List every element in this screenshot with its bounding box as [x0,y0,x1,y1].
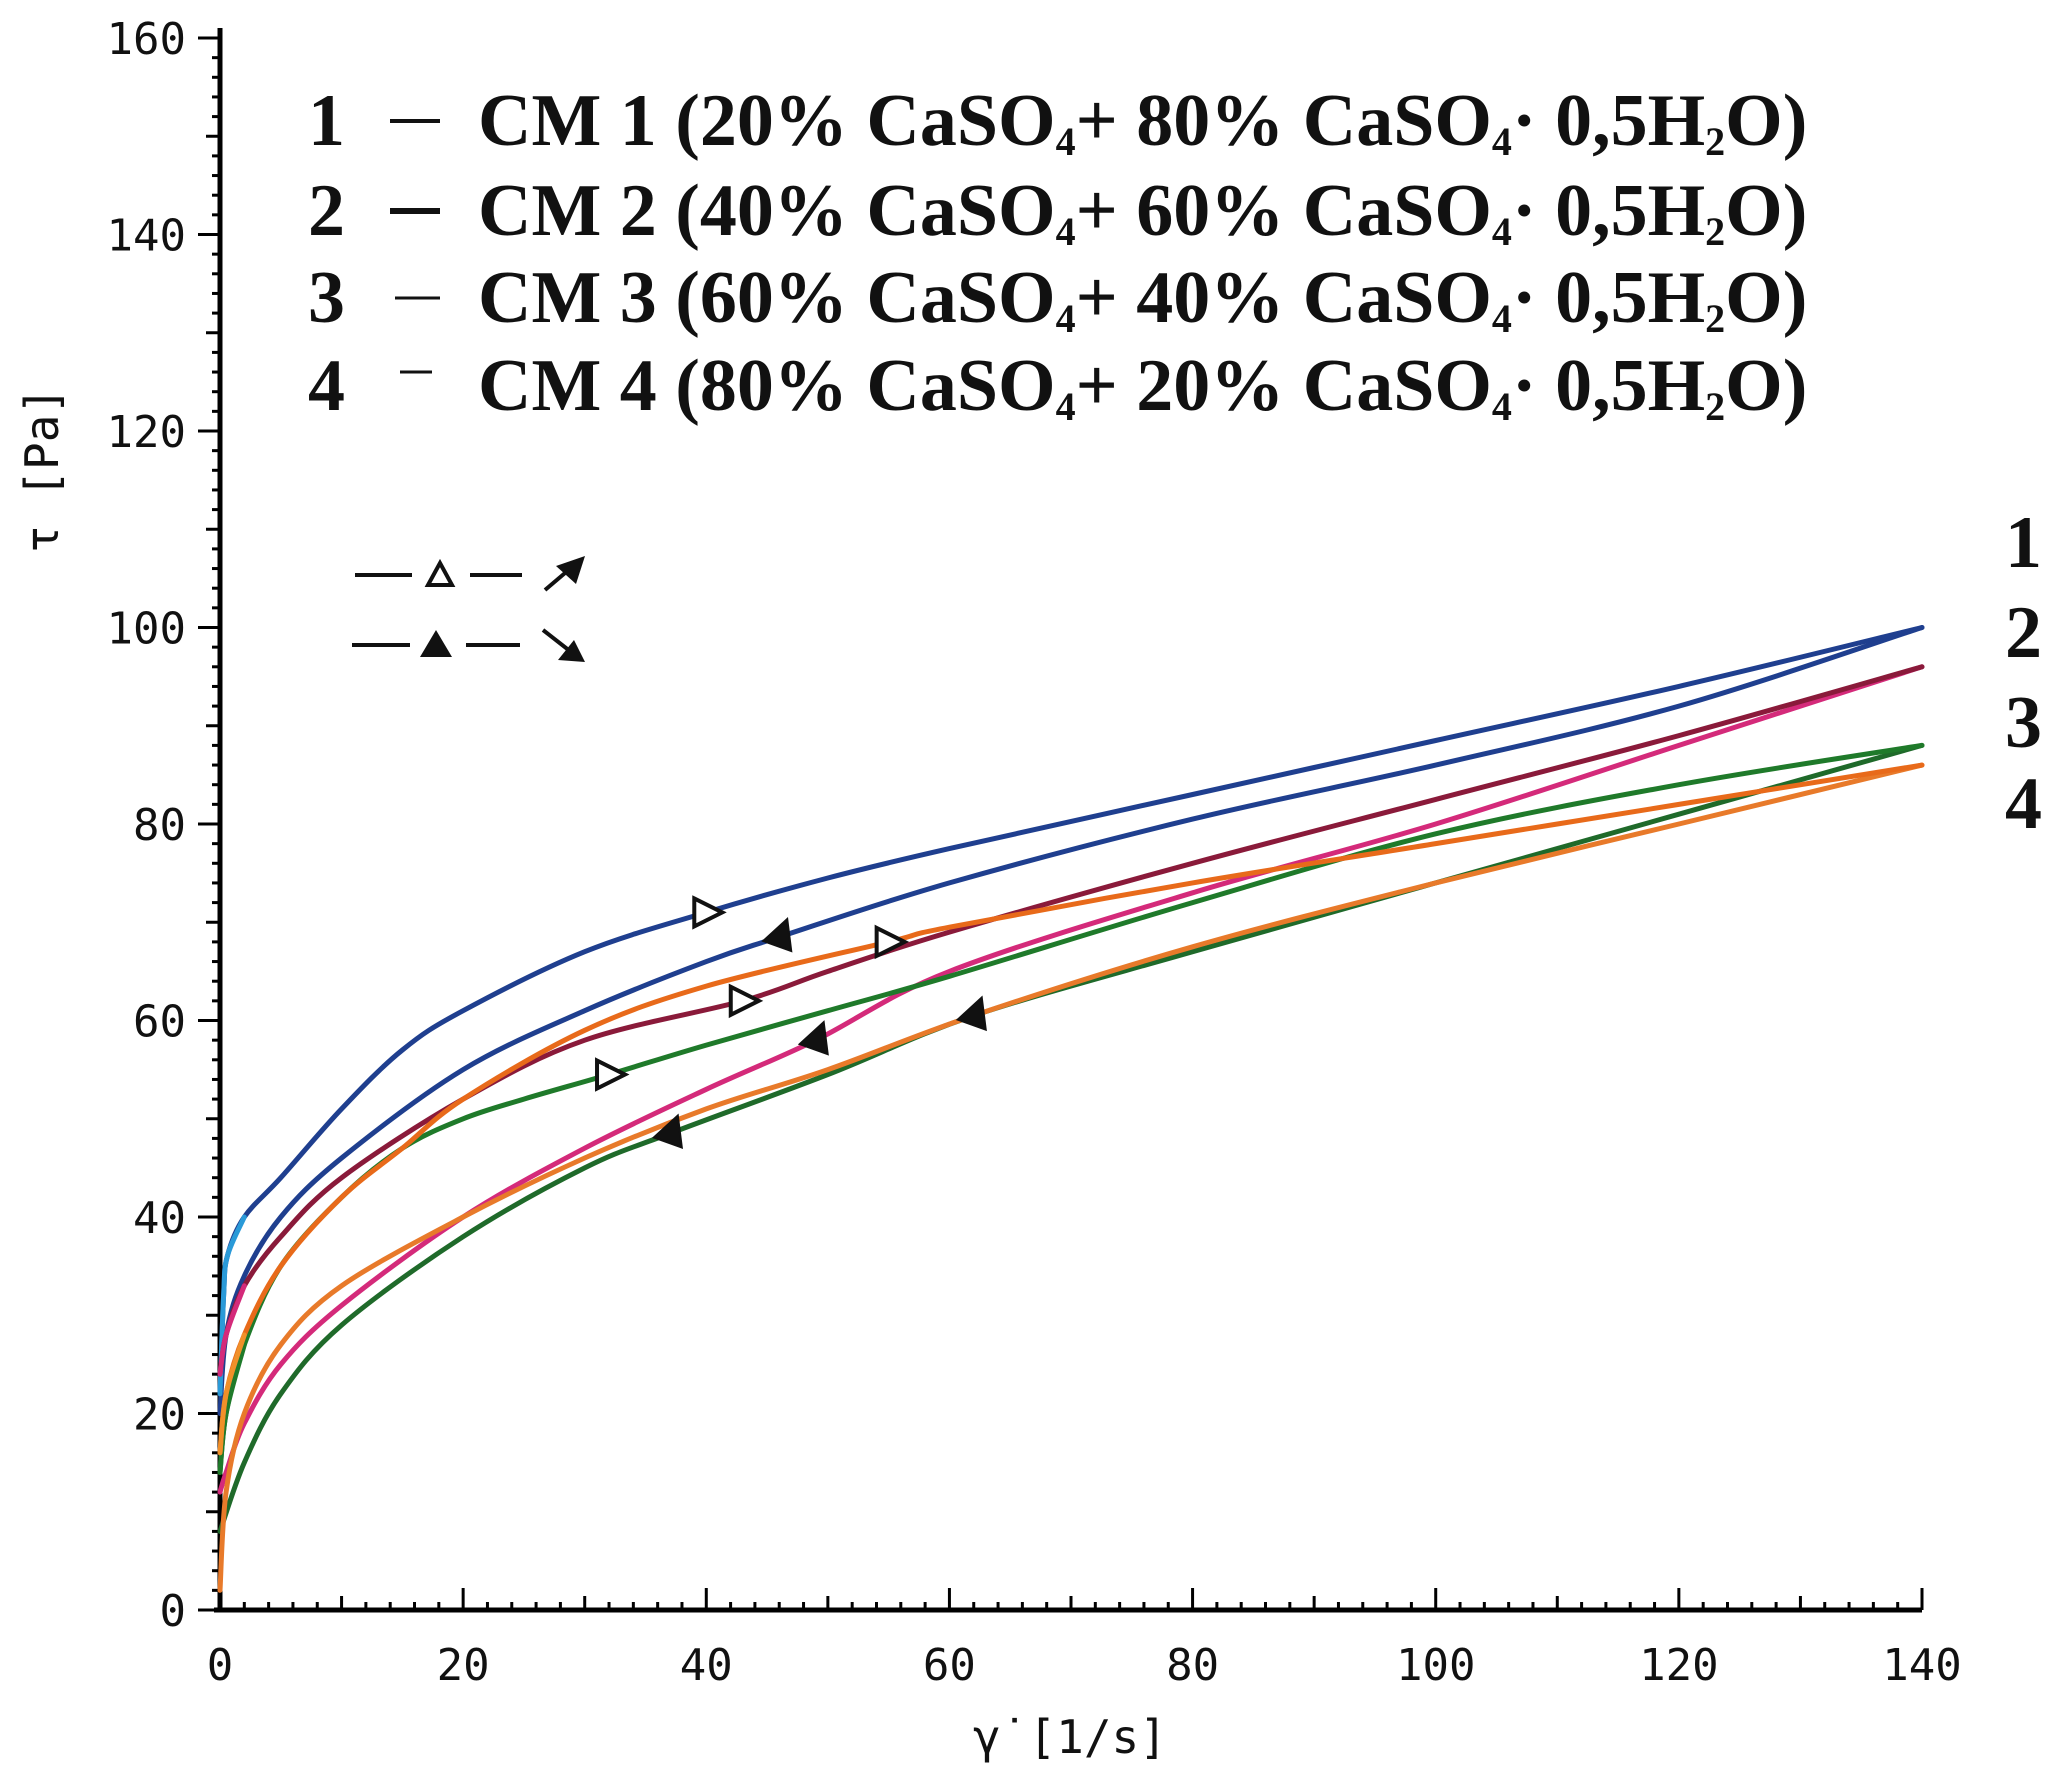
arrow-up-head-icon [556,556,585,584]
cm-4-start-segment [217,1332,247,1456]
cm-2-up-curve [217,664,1925,1377]
legend-label: CM 2 (40% CaSO4+ 60% CaSO4· 0,5H2O) [478,170,1807,254]
legend-text-part: + 40% CaSO [1076,257,1492,339]
legend-text-part: · 0,5H [1512,345,1705,427]
legend-text-part: O) [1725,257,1807,339]
legend-text-part: O) [1725,345,1807,427]
legend-text-part: O) [1725,80,1807,162]
y-axis-title: τ [Pa] [15,387,69,553]
curve-end-label: 3 [2005,682,2042,764]
y-tick-label: 40 [133,1193,186,1244]
cm-4-up-curve [217,762,1925,1456]
axes: 0 20 40 60 80 100 120 140 0 20 40 60 80 100 120 140 160 [107,14,1962,1691]
y-tick-label: 140 [107,211,186,262]
cm-1-down-marker [761,916,793,953]
cm-4-down-curve [217,762,1925,1593]
curve-end-label: 1 [2005,502,2042,584]
cm-3-up-marker [595,1057,630,1092]
y-tick-label: 160 [107,14,186,65]
cm-2-up-marker [728,983,764,1019]
legend-text-part: · 0,5H [1512,257,1705,339]
legend-text-part: CM 3 (60% CaSO [478,257,1056,339]
cm-3-start-segment [217,1342,247,1475]
x-tick-label: 80 [1166,1640,1219,1691]
markers [595,895,987,1149]
x-tick-label: 60 [923,1640,976,1691]
filled-triangle-icon [420,630,452,657]
legend-subscript: 4 [1056,119,1076,164]
legend-subscript: 4 [1492,384,1512,429]
cm-1-up-marker [692,895,727,930]
arrow-down-head-icon [558,640,585,662]
curve-end-label: 4 [2005,763,2042,845]
cm-4-up-marker [874,924,910,960]
cm-3-up-curve [217,742,1925,1475]
x-tick-label: 140 [1882,1640,1961,1691]
legend-label: CM 4 (80% CaSO4+ 20% CaSO4· 0,5H2O) [478,345,1807,429]
x-tick-label: 100 [1396,1640,1475,1691]
legend-subscript: 2 [1705,384,1725,429]
y-tick-label: 100 [107,604,186,655]
y-tick-label: 20 [133,1390,186,1441]
legend-label: CM 3 (60% CaSO4+ 40% CaSO4· 0,5H2O) [478,257,1807,341]
open-triangle-icon [424,558,456,587]
cm-3-down-marker [651,1113,684,1149]
legend-subscript: 2 [1705,209,1725,254]
legend-subscript: 4 [1492,119,1512,164]
x-axis-title: γ̇ [1/s] [973,1710,1167,1764]
legend-number: 3 [308,257,345,339]
legend-subscript: 4 [1492,209,1512,254]
y-tick-label: 60 [133,997,186,1048]
legend-subscript: 2 [1705,119,1725,164]
legend-text-part: + 20% CaSO [1076,345,1492,427]
cm-2-down-curve [217,664,1925,1495]
cm-2-down-marker [797,1020,829,1056]
y-tick-label: 80 [133,800,186,851]
legend-number: 2 [308,170,345,252]
legend-text-part: O) [1725,170,1807,252]
legend-number: 4 [308,345,345,427]
curves [217,625,1925,1593]
legend-subscript: 4 [1492,296,1512,341]
cm-4-down-marker [955,995,987,1032]
x-tick-label: 40 [680,1640,733,1691]
cm-1-up-curve [217,625,1925,1397]
x-tick-label: 20 [437,1640,490,1691]
cm-2-start-segment [217,1283,247,1377]
legend-text-part: · 0,5H [1512,170,1705,252]
legend: 1 CM 1 (20% CaSO4+ 80% CaSO4· 0,5H2O)2 CM … [308,80,1807,429]
direction-legend [352,556,585,662]
x-tick-label: 120 [1639,1640,1718,1691]
legend-text-part: + 60% CaSO [1076,170,1492,252]
cm-1-down-curve [217,625,1925,1416]
x-tick-label: 0 [207,1640,234,1691]
curve-end-label: 2 [2005,592,2042,674]
y-tick-label: 0 [160,1586,187,1637]
y-tick-label: 120 [107,407,186,458]
legend-label: CM 1 (20% CaSO4+ 80% CaSO4· 0,5H2O) [478,80,1807,164]
legend-text-part: CM 4 (80% CaSO [478,345,1056,427]
legend-subscript: 2 [1705,296,1725,341]
legend-text-part: CM 1 (20% CaSO [478,80,1056,162]
legend-subscript: 4 [1056,209,1076,254]
legend-text-part: + 80% CaSO [1076,80,1492,162]
legend-subscript: 4 [1056,296,1076,341]
legend-text-part: CM 2 (40% CaSO [478,170,1056,252]
legend-text-part: · 0,5H [1512,80,1705,162]
cm-3-down-curve [217,742,1925,1534]
legend-subscript: 4 [1056,384,1076,429]
legend-number: 1 [308,80,345,162]
